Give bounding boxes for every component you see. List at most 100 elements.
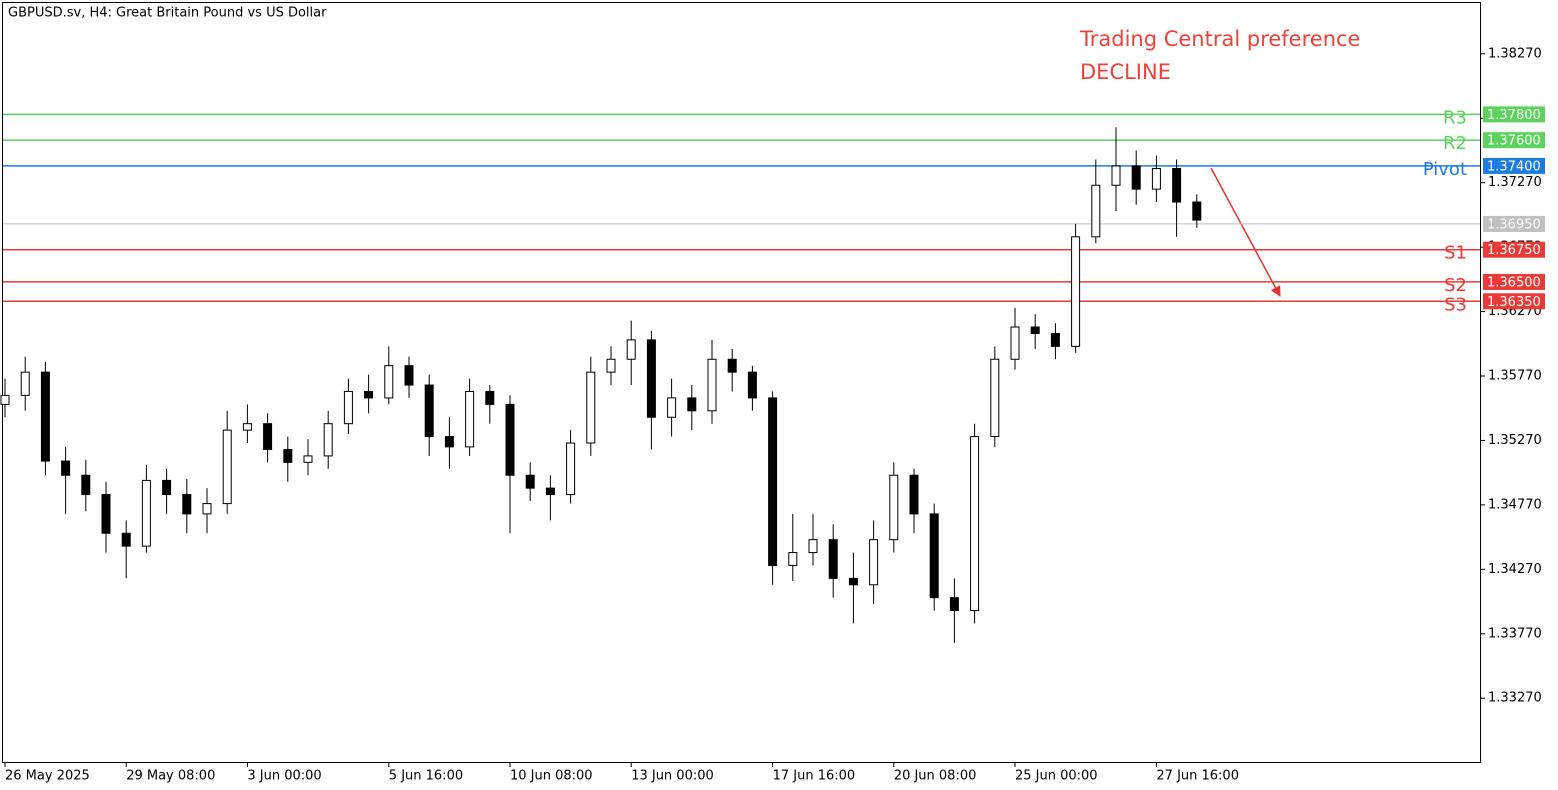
candle-body — [485, 390, 495, 405]
x-tick-label: 20 Jun 08:00 — [894, 769, 977, 784]
y-tick-label: 1.38270 — [1488, 46, 1542, 61]
level-name: R2 — [1443, 133, 1467, 154]
candle-body — [970, 436, 980, 612]
price-box-label: 1.36750 — [1487, 243, 1541, 258]
candle-body — [222, 429, 232, 505]
x-tick-label: 25 Jun 00:00 — [1015, 769, 1098, 784]
candle-body — [626, 339, 636, 360]
candle-body — [808, 539, 818, 554]
candle-body — [545, 487, 555, 496]
price-box — [1483, 106, 1545, 123]
price-box — [1483, 241, 1545, 258]
candle-body — [747, 371, 757, 399]
candle-body — [323, 423, 333, 457]
candle-body — [1172, 168, 1182, 203]
candle-body — [162, 479, 172, 496]
forecast-arrow — [1210, 167, 1281, 297]
candle-body — [404, 365, 414, 386]
candle-body — [909, 474, 919, 515]
annotation: DECLINE — [1080, 60, 1171, 84]
y-tick-label: 1.33770 — [1488, 626, 1542, 641]
candle-body — [788, 552, 798, 566]
x-tick-label: 5 Jun 16:00 — [389, 769, 463, 784]
x-tick-label: 26 May 2025 — [5, 769, 90, 784]
candle-body — [364, 390, 374, 399]
candle-body — [20, 371, 30, 396]
candle-body — [566, 442, 576, 496]
level-name: S1 — [1444, 243, 1467, 264]
candle-body — [1111, 165, 1121, 186]
candle-body — [384, 365, 394, 399]
x-tick-label: 13 Jun 00:00 — [631, 769, 714, 784]
candle-body — [990, 358, 1000, 438]
candle-body — [101, 494, 111, 534]
price-box-label: 1.37600 — [1487, 134, 1541, 149]
candle-body — [505, 403, 515, 476]
candle-body — [121, 532, 131, 547]
candle-body — [1151, 168, 1161, 190]
candle-body — [141, 479, 151, 547]
candle-body — [202, 503, 212, 515]
candle-body — [1050, 332, 1060, 347]
price-box-label: 1.36350 — [1487, 295, 1541, 310]
x-tick-label: 27 Jun 16:00 — [1156, 769, 1239, 784]
candle-body — [81, 474, 91, 496]
candle-body — [1010, 326, 1020, 360]
x-tick-label: 17 Jun 16:00 — [773, 769, 856, 784]
candle-body — [828, 539, 838, 579]
plot-frame — [2, 2, 1481, 763]
candle-body — [929, 513, 939, 599]
candle-body — [424, 384, 434, 438]
y-tick-label: 1.35770 — [1488, 369, 1542, 384]
price-box-label: 1.37400 — [1487, 159, 1541, 174]
candle-body — [182, 494, 192, 515]
price-box — [1483, 293, 1545, 310]
price-box — [1483, 273, 1545, 290]
candle-body — [1091, 184, 1101, 238]
candle-body — [687, 397, 697, 412]
candle-body — [40, 371, 50, 462]
candle-body — [848, 577, 858, 586]
candle-body — [242, 423, 252, 431]
level-name: S2 — [1444, 275, 1467, 296]
level-name: Pivot — [1423, 159, 1467, 180]
symbol-header: GBPUSD.sv, H4: Great Britain Pound vs US… — [8, 6, 327, 21]
candle-body — [444, 436, 454, 448]
price-box-label: 1.36950 — [1487, 217, 1541, 232]
price-box — [1483, 157, 1545, 174]
x-tick-label: 10 Jun 08:00 — [510, 769, 593, 784]
candle-body — [646, 339, 656, 418]
price-box-label: 1.36500 — [1487, 275, 1541, 290]
level-name: R3 — [1443, 107, 1467, 128]
candle-body — [586, 371, 596, 444]
price-box — [1483, 215, 1545, 232]
candle-body — [889, 474, 899, 541]
x-tick-label: 3 Jun 00:00 — [247, 769, 321, 784]
level-name: S3 — [1444, 294, 1467, 315]
candle-body — [343, 390, 353, 425]
candle-body — [606, 358, 616, 373]
annotation: Trading Central preference — [1079, 27, 1360, 51]
candle-body — [1131, 165, 1141, 190]
x-tick-label: 29 May 08:00 — [126, 769, 215, 784]
candle-body — [61, 460, 71, 476]
y-tick-label: 1.34770 — [1488, 497, 1542, 512]
price-box — [1483, 132, 1545, 149]
candle-body — [0, 394, 10, 405]
y-tick-label: 1.33270 — [1488, 691, 1542, 706]
candle-body — [1192, 201, 1202, 221]
candle-body — [667, 397, 677, 418]
candle-body — [768, 397, 778, 566]
price-box-label: 1.37800 — [1487, 108, 1541, 123]
candle-body — [707, 358, 717, 412]
candle-body — [283, 448, 293, 463]
candle-body — [949, 597, 959, 612]
candle-body — [869, 539, 879, 586]
candle-body — [263, 423, 273, 450]
candle-body — [303, 455, 313, 463]
candle-body — [727, 358, 737, 373]
candle-body — [1071, 236, 1081, 347]
y-tick-label: 1.37270 — [1488, 175, 1542, 190]
candle-body — [1030, 326, 1040, 334]
